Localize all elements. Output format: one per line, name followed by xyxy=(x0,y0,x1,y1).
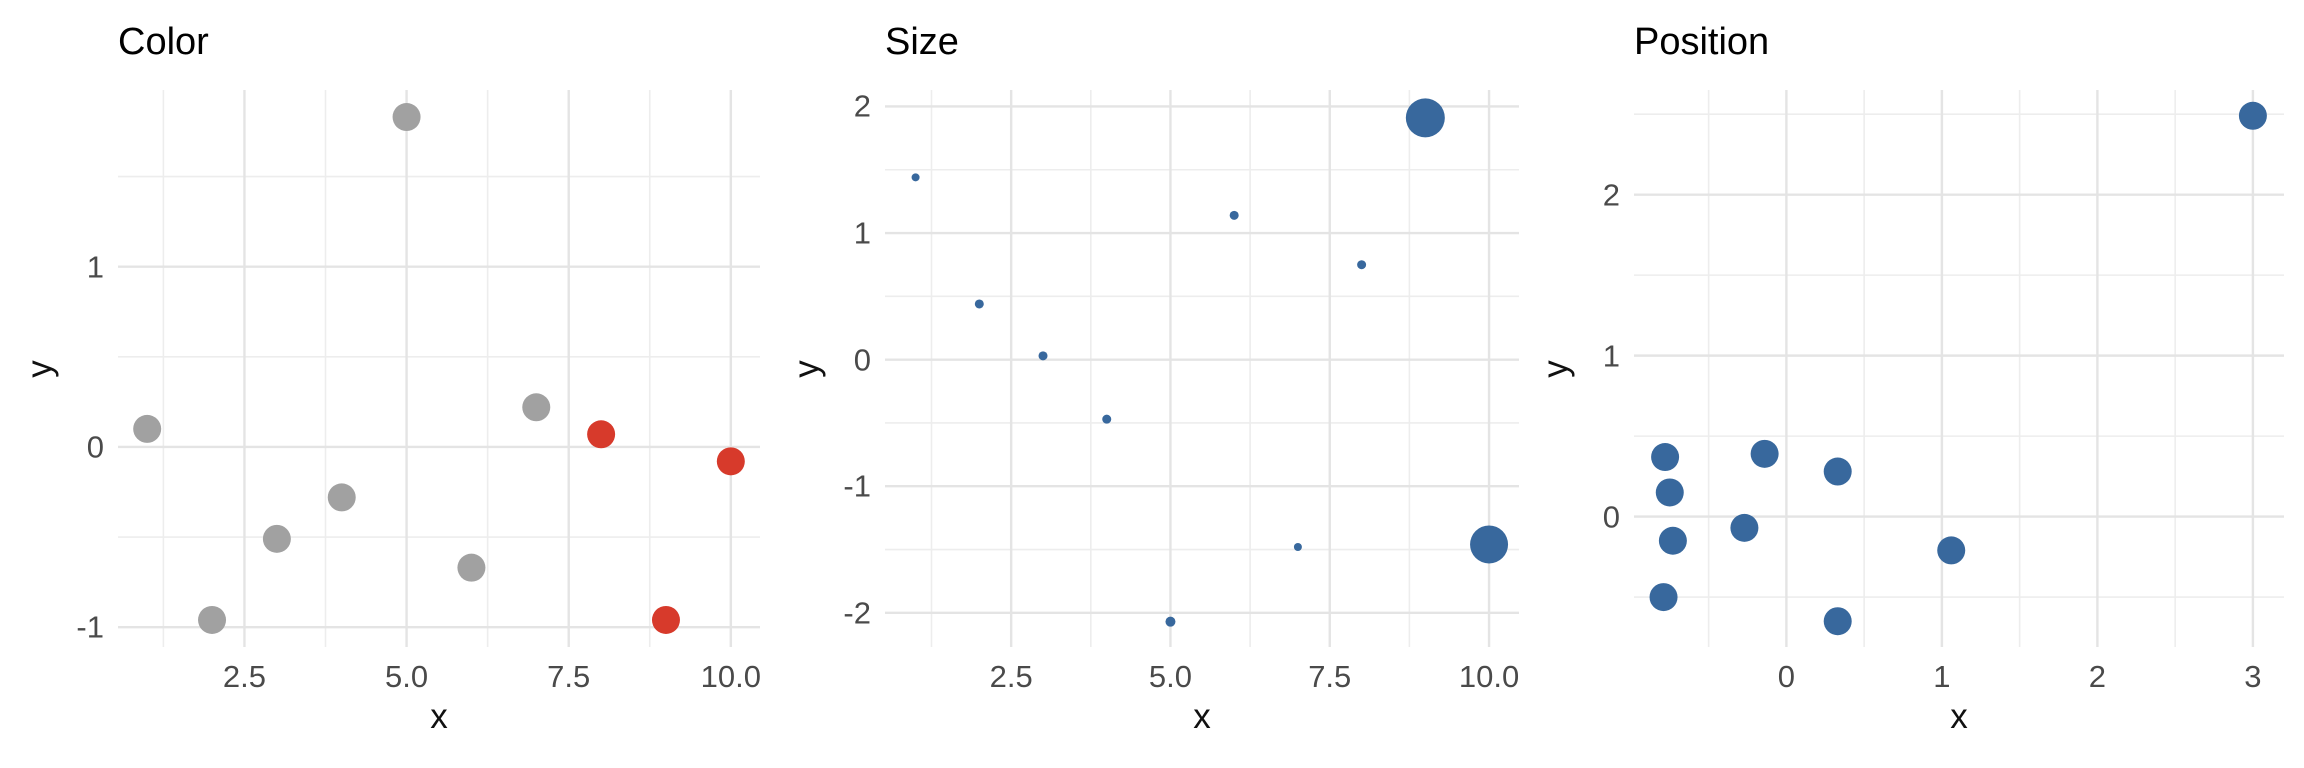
y-tick-label: -1 xyxy=(76,609,104,645)
x-tick-label: 0 xyxy=(1777,659,1796,694)
y-tick-label: 0 xyxy=(1602,499,1620,535)
data-point xyxy=(1655,478,1684,507)
plot-canvas xyxy=(1634,90,2284,647)
x-axis-title: x xyxy=(430,697,448,736)
data-point xyxy=(1823,607,1852,636)
data-point xyxy=(522,393,551,422)
data-point xyxy=(1730,513,1759,542)
x-tick-label: 2.5 xyxy=(989,659,1033,694)
x-tick-label: 2.5 xyxy=(222,659,267,694)
data-point xyxy=(1937,536,1966,565)
data-point xyxy=(716,447,745,476)
data-point xyxy=(2238,101,2267,130)
y-tick-label: -1 xyxy=(843,468,871,504)
plot-canvas xyxy=(118,90,760,647)
x-tick-label: 5.0 xyxy=(385,659,429,694)
x-tick-label: 1 xyxy=(1933,659,1951,694)
data-point xyxy=(911,173,920,182)
x-tick-label: 7.5 xyxy=(1308,659,1352,694)
data-point xyxy=(327,483,356,512)
y-tick-label: 1 xyxy=(86,249,104,285)
data-point xyxy=(392,103,421,132)
x-tick-label: 5.0 xyxy=(1148,659,1193,694)
data-point xyxy=(1357,260,1367,270)
data-point xyxy=(974,299,984,309)
data-point xyxy=(651,605,680,634)
data-point xyxy=(262,524,291,553)
data-point xyxy=(1229,210,1239,220)
y-tick-label: -2 xyxy=(843,595,871,631)
panel-color-plot: Color x y 2.5 5.0 7.5 10.0 -1 0 1 xyxy=(0,0,768,768)
data-point xyxy=(1102,414,1112,424)
data-point xyxy=(1293,542,1302,551)
y-tick-label: 0 xyxy=(86,429,104,465)
data-point xyxy=(1651,443,1680,472)
x-axis-title: x xyxy=(1950,697,1968,736)
y-tick-label: 2 xyxy=(1602,177,1620,213)
data-point xyxy=(1470,525,1509,564)
y-axis-title: y xyxy=(20,359,59,378)
plot-title-color: Color xyxy=(118,21,209,63)
x-tick-label: 2 xyxy=(2088,659,2107,694)
x-tick-label: 3 xyxy=(2244,659,2262,694)
y-tick-label: 1 xyxy=(1602,338,1620,374)
x-tick-label: 7.5 xyxy=(547,659,591,694)
data-point xyxy=(1750,439,1779,468)
y-tick-label: 1 xyxy=(853,215,871,251)
data-point xyxy=(1405,98,1445,138)
data-point xyxy=(457,553,486,582)
data-point xyxy=(198,605,227,634)
data-point xyxy=(1658,526,1687,555)
panel-size-plot: Size x y 2.5 5.0 7.5 10.0 -2 -1 0 1 2 xyxy=(768,0,1536,768)
data-point xyxy=(587,420,616,449)
y-tick-label: 0 xyxy=(853,342,871,378)
data-point xyxy=(1165,616,1176,627)
data-point xyxy=(133,414,162,443)
plot-title-position: Position xyxy=(1634,21,1770,63)
data-point xyxy=(1649,583,1678,612)
y-tick-label: 2 xyxy=(853,88,871,124)
data-point xyxy=(1038,351,1048,361)
data-point xyxy=(1823,457,1852,486)
plot-canvas xyxy=(885,90,1519,647)
x-tick-label: 10.0 xyxy=(1458,659,1520,694)
plot-title-size: Size xyxy=(885,21,959,63)
x-axis-title: x xyxy=(1193,697,1211,736)
x-tick-label: 10.0 xyxy=(700,659,761,694)
